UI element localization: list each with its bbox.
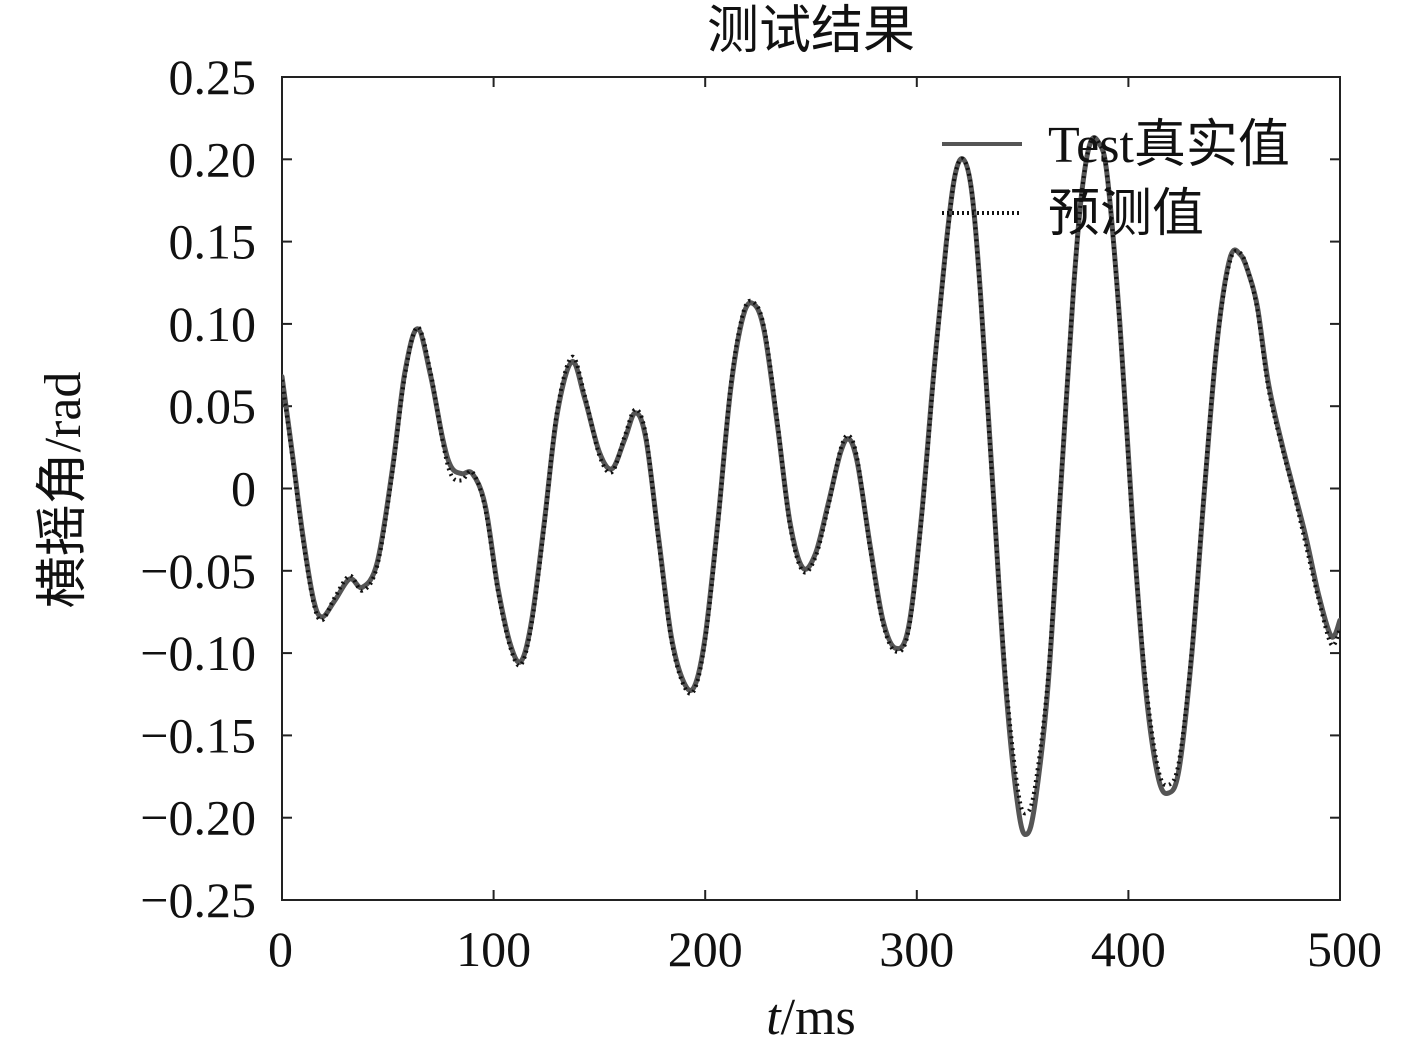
y-tick-label: 0.20: [169, 131, 257, 187]
series-line-test-actual: [282, 135, 1340, 837]
legend-label-predicted: 预测值: [1048, 186, 1204, 243]
y-tick-label: −0.15: [140, 707, 256, 763]
legend: Test真实值 预测值: [942, 117, 1290, 243]
y-axis: 0.25 0.20 0.15 0.10 0.05 0 −0.05 −0.10 −0.15 −0.2…: [140, 49, 1340, 928]
y-axis-label: 横摇角/rad: [35, 372, 92, 609]
chart-title: 测试结果: [707, 3, 915, 60]
y-tick-label: −0.25: [140, 872, 256, 928]
y-tick-label: −0.10: [140, 625, 256, 681]
x-tick-label: 300: [879, 921, 954, 977]
y-tick-label: 0: [231, 461, 256, 517]
series-line-predicted: [282, 135, 1340, 816]
x-axis-label-unit: /ms: [781, 989, 856, 1039]
y-tick-label: 0.25: [169, 49, 257, 105]
legend-label-test-actual: Test真实值: [1048, 117, 1290, 174]
x-axis-label-italic: t: [766, 989, 782, 1039]
x-tick-label: 200: [668, 921, 743, 977]
x-axis: 0 100 200 300 400 500: [268, 77, 1382, 977]
y-tick-label: −0.20: [140, 790, 256, 846]
y-tick-label: 0.10: [169, 296, 257, 352]
x-axis-label: t/ms: [766, 989, 856, 1039]
y-tick-label: 0.15: [169, 214, 257, 270]
y-tick-label: 0.05: [169, 378, 257, 434]
x-tick-label: 0: [268, 921, 293, 977]
x-tick-label: 100: [456, 921, 531, 977]
x-tick-label: 500: [1307, 921, 1382, 977]
x-tick-label: 400: [1091, 921, 1166, 977]
y-tick-label: −0.05: [140, 543, 256, 599]
